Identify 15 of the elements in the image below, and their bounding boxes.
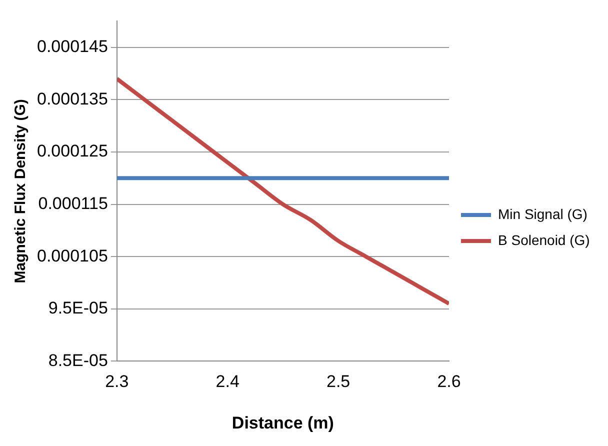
y-tick-label: 0.000145	[37, 37, 108, 56]
y-tick-label: 9.5E-05	[48, 298, 108, 318]
legend-label: B Solenoid (G)	[498, 232, 590, 248]
x-tick-label: 2.4	[216, 372, 240, 392]
y-tick-label: 0.000125	[37, 142, 108, 161]
x-tick-label: 2.5	[326, 372, 350, 392]
legend-label: Min Signal (G)	[498, 206, 588, 222]
x-tick-label: 2.6	[437, 372, 461, 392]
y-tick-label: 0.000135	[37, 89, 108, 108]
y-tick-label: 0.000105	[37, 246, 108, 266]
x-axis-title: Distance (m)	[232, 413, 334, 432]
y-tick-label: 8.5E-05	[48, 350, 108, 370]
y-axis-title: Magnetic Flux Density (G)	[12, 99, 30, 284]
x-tick-label: 2.3	[105, 372, 129, 392]
y-tick-label: 0.000115	[38, 194, 108, 213]
